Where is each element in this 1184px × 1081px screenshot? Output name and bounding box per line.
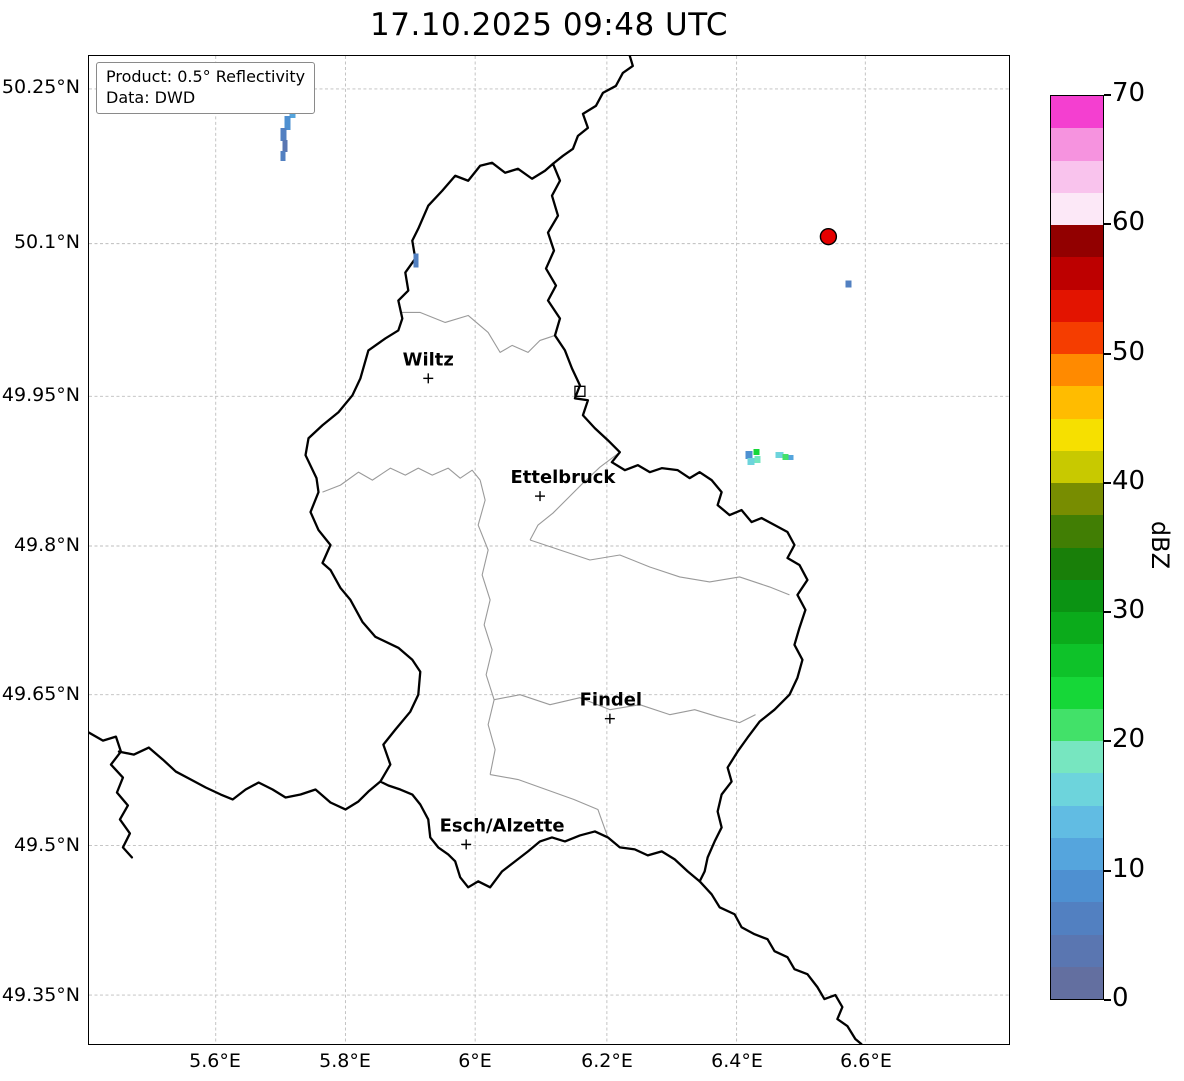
x-tick-label: 6.2°E (581, 1050, 633, 1072)
colorbar-tick-label: 60 (1112, 207, 1146, 238)
colorbar-segment (1051, 450, 1103, 483)
colorbar (1050, 95, 1104, 1000)
colorbar-segment (1051, 837, 1103, 870)
colorbar-segment (1051, 418, 1103, 451)
colorbar-segment (1051, 741, 1103, 774)
x-tick-label: 6.6°E (840, 1050, 892, 1072)
colorbar-segment (1051, 160, 1103, 193)
radar-echo-pixel (845, 280, 852, 288)
x-tick-label: 5.6°E (189, 1050, 241, 1072)
colorbar-segment (1051, 96, 1103, 129)
info-box: Product: 0.5° Reflectivity Data: DWD (96, 62, 316, 115)
radar-echo-pixel (747, 458, 755, 466)
colorbar-segment (1051, 128, 1103, 161)
radar-echo-pixel (280, 127, 287, 141)
x-tick-label: 6.4°E (711, 1050, 763, 1072)
country-border (304, 161, 809, 889)
country-border (698, 880, 863, 1044)
radar-echo-pixel (782, 454, 789, 461)
city-label: Findel (580, 690, 642, 711)
country-border (117, 746, 382, 811)
colorbar-segment (1051, 870, 1103, 903)
colorbar-tick-label: 20 (1112, 724, 1146, 755)
radar-site-dot (819, 227, 838, 246)
colorbar-segment (1051, 289, 1103, 322)
colorbar-tick-mark (1104, 352, 1111, 355)
canton-border (477, 480, 496, 775)
colorbar-tick-mark (1104, 223, 1111, 226)
radar-echo-pixel (754, 456, 761, 464)
canton-border (322, 467, 481, 493)
colorbar-segment (1051, 902, 1103, 935)
colorbar-segment (1051, 257, 1103, 290)
map-plot-area: Wiltz Ettelbruck Findel Esch/Alzette Produc… (88, 55, 1010, 1045)
radar-echo-pixel (788, 455, 794, 461)
radar-echo-pixel (282, 139, 288, 152)
colorbar-tick-mark (1104, 94, 1111, 96)
colorbar-segment (1051, 321, 1103, 354)
colorbar-segment (1051, 579, 1103, 612)
colorbar-segment (1051, 676, 1103, 709)
radar-echo-pixel (775, 452, 784, 459)
y-tick-label: 50.1°N (13, 231, 80, 253)
colorbar-segment (1051, 192, 1103, 225)
info-product-line: Product: 0.5° Reflectivity (106, 67, 306, 86)
minor-border (574, 385, 586, 397)
radar-echo-pixel (753, 449, 760, 456)
map-svg: Wiltz Ettelbruck Findel Esch/Alzette (89, 56, 1009, 1044)
y-tick-label: 50.25°N (1, 76, 80, 98)
country-border (89, 731, 134, 859)
x-tick-label: 6°E (458, 1050, 492, 1072)
colorbar-segment (1051, 805, 1103, 838)
colorbar-segment (1051, 547, 1103, 580)
colorbar-tick-mark (1104, 481, 1111, 484)
radar-echo-pixel (280, 150, 286, 161)
y-tick-label: 49.5°N (13, 834, 80, 856)
colorbar-segment (1051, 934, 1103, 967)
info-source-line: Data: DWD (106, 88, 196, 108)
city-label: Ettelbruck (511, 467, 617, 488)
colorbar-tick-mark (1104, 869, 1111, 872)
colorbar-segment (1051, 612, 1103, 645)
y-tick-label: 49.95°N (1, 384, 80, 406)
radar-echo-pixel (413, 253, 419, 268)
country-border (551, 56, 634, 165)
figure-title: 17.10.2025 09:48 UTC (370, 7, 728, 43)
canton-border (494, 694, 756, 724)
colorbar-tick-label: 40 (1112, 465, 1146, 496)
colorbar-tick-label: 10 (1112, 853, 1146, 884)
radar-echo-pixel (284, 115, 291, 130)
colorbar-segment (1051, 225, 1103, 258)
colorbar-tick-label: 30 (1112, 595, 1146, 626)
radar-echo-pixel (745, 451, 753, 460)
colorbar-tick-label: 50 (1112, 336, 1146, 367)
x-tick-label: 5.8°E (319, 1050, 371, 1072)
colorbar-segment (1051, 515, 1103, 548)
colorbar-segment (1051, 966, 1103, 999)
colorbar-segment (1051, 773, 1103, 806)
y-tick-label: 49.35°N (1, 984, 80, 1006)
colorbar-segment (1051, 708, 1103, 741)
colorbar-segment (1051, 386, 1103, 419)
colorbar-segment (1051, 483, 1103, 516)
colorbar-tick-mark (1104, 740, 1111, 743)
canton-border (529, 451, 621, 541)
colorbar-segment (1051, 354, 1103, 387)
canton-border (529, 539, 790, 596)
colorbar-tick-label: 0 (1112, 983, 1129, 1013)
y-tick-label: 49.65°N (1, 683, 80, 705)
colorbar-tick-mark (1104, 611, 1111, 614)
canton-border (490, 774, 609, 838)
city-label: Esch/Alzette (440, 815, 565, 836)
canton-border (401, 311, 556, 353)
colorbar-tick-mark (1104, 999, 1111, 1001)
colorbar-axis-label: dBZ (1146, 520, 1174, 570)
colorbar-segment (1051, 644, 1103, 677)
city-label: Wiltz (403, 349, 454, 370)
y-tick-label: 49.8°N (13, 534, 80, 556)
colorbar-tick-label: 70 (1112, 78, 1146, 108)
